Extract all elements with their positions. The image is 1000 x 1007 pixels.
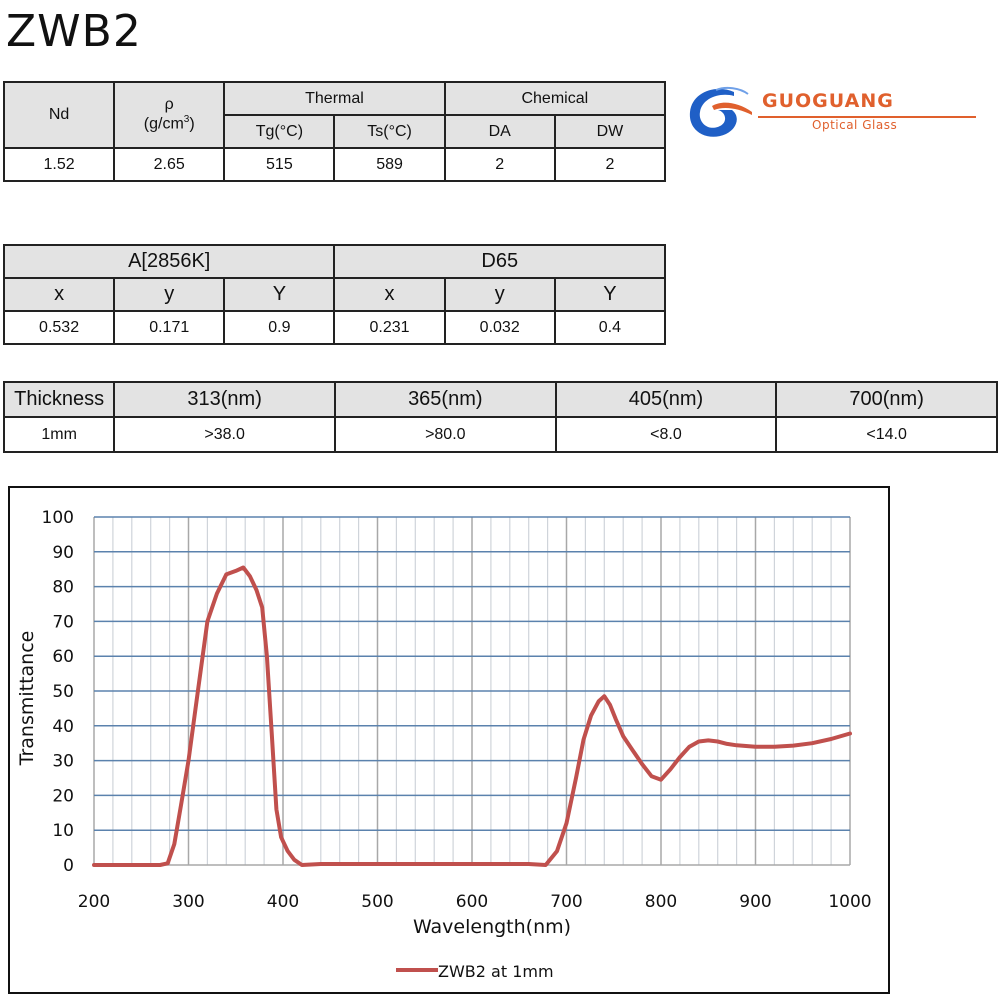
svg-text:600: 600 bbox=[456, 892, 488, 912]
y-axis-ticks: 0 10 20 30 40 50 60 70 80 90 100 bbox=[42, 508, 74, 876]
logo-swirl-icon bbox=[689, 86, 752, 137]
logo-brand: GUOGUANG bbox=[762, 90, 894, 112]
header-thermal: Thermal bbox=[223, 81, 446, 116]
svg-text:0: 0 bbox=[63, 856, 74, 876]
svg-text:500: 500 bbox=[361, 892, 393, 912]
header-thickness: Thickness bbox=[2, 381, 116, 418]
svg-text:700: 700 bbox=[550, 892, 582, 912]
value-rho: 2.65 bbox=[113, 147, 226, 182]
svg-text:70: 70 bbox=[52, 612, 74, 632]
header-da: DA bbox=[443, 114, 556, 149]
svg-text:50: 50 bbox=[52, 682, 74, 702]
rho-unit-sup: 3 bbox=[183, 114, 190, 126]
header-tg: Tg(°C) bbox=[223, 114, 336, 149]
x-axis-ticks: 200 300 400 500 600 700 800 900 1000 bbox=[78, 892, 872, 912]
properties-table: Nd ρ (g/cm3) Thermal Chemical Tg(°C) Ts(… bbox=[2, 81, 667, 182]
header-chemical: Chemical bbox=[443, 81, 667, 116]
value-d65-Y: 0.4 bbox=[553, 310, 667, 345]
guoguang-logo: GUOGUANG Optical Glass bbox=[686, 82, 986, 142]
value-tg: 515 bbox=[223, 147, 336, 182]
svg-text:900: 900 bbox=[739, 892, 771, 912]
svg-text:90: 90 bbox=[52, 543, 74, 563]
transmittance-chart bbox=[8, 486, 890, 994]
svg-text:800: 800 bbox=[645, 892, 677, 912]
header-365nm: 365(nm) bbox=[333, 381, 557, 418]
value-313nm: >38.0 bbox=[113, 416, 336, 453]
logo-subtitle: Optical Glass bbox=[812, 118, 898, 132]
svg-text:100: 100 bbox=[42, 508, 74, 528]
y-axis-label: Transmittance bbox=[16, 631, 38, 767]
header-a-x: x bbox=[2, 277, 116, 312]
header-rho-unit: (g/cm3) bbox=[115, 114, 223, 133]
header-nd: Nd bbox=[2, 81, 116, 149]
value-da: 2 bbox=[443, 147, 556, 182]
header-density: ρ (g/cm3) bbox=[113, 81, 226, 149]
header-ts: Ts(°C) bbox=[333, 114, 446, 149]
svg-text:200: 200 bbox=[78, 892, 110, 912]
value-a-x: 0.532 bbox=[2, 310, 116, 345]
svg-text:40: 40 bbox=[52, 717, 74, 737]
chart-grid bbox=[93, 516, 851, 866]
svg-text:20: 20 bbox=[52, 786, 74, 806]
header-dw: DW bbox=[553, 114, 667, 149]
svg-text:1000: 1000 bbox=[828, 892, 871, 912]
svg-text:30: 30 bbox=[52, 752, 74, 772]
value-dw: 2 bbox=[553, 147, 667, 182]
header-313nm: 313(nm) bbox=[113, 381, 336, 418]
header-405nm: 405(nm) bbox=[554, 381, 778, 418]
value-d65-y: 0.032 bbox=[443, 310, 556, 345]
series-line-zwb2 bbox=[92, 565, 852, 867]
value-thickness: 1mm bbox=[2, 416, 116, 453]
header-rho: ρ bbox=[164, 96, 174, 114]
svg-text:60: 60 bbox=[52, 647, 74, 667]
value-365nm: >80.0 bbox=[333, 416, 557, 453]
header-d65: D65 bbox=[333, 244, 666, 279]
header-a-y: y bbox=[113, 277, 226, 312]
value-405nm: <8.0 bbox=[554, 416, 778, 453]
header-d65-y: y bbox=[443, 277, 556, 312]
header-d65-x: x bbox=[333, 277, 446, 312]
transmittance-table: Thickness 313(nm) 365(nm) 405(nm) 700(nm… bbox=[2, 381, 998, 453]
header-d65-Y: Y bbox=[553, 277, 667, 312]
logo-divider bbox=[758, 116, 976, 118]
rho-unit-suffix: ) bbox=[189, 115, 195, 133]
header-a-Y: Y bbox=[223, 277, 336, 312]
value-700nm: <14.0 bbox=[775, 416, 998, 453]
value-a-y: 0.171 bbox=[113, 310, 226, 345]
header-a2856k: A[2856K] bbox=[2, 244, 336, 279]
header-700nm: 700(nm) bbox=[775, 381, 998, 418]
svg-text:10: 10 bbox=[52, 821, 74, 841]
x-axis-label: Wavelength(nm) bbox=[413, 916, 571, 938]
page-title: ZWB2 bbox=[6, 6, 142, 57]
svg-text:80: 80 bbox=[52, 578, 74, 598]
value-d65-x: 0.231 bbox=[333, 310, 446, 345]
color-table: A[2856K] D65 x y Y x y Y 0.532 0.171 0.9… bbox=[2, 244, 667, 345]
rho-unit-prefix: (g/cm bbox=[143, 115, 184, 133]
svg-text:400: 400 bbox=[267, 892, 299, 912]
legend-label: ZWB2 at 1mm bbox=[438, 962, 554, 981]
value-a-Y: 0.9 bbox=[223, 310, 336, 345]
value-nd: 1.52 bbox=[2, 147, 116, 182]
value-ts: 589 bbox=[333, 147, 446, 182]
svg-text:300: 300 bbox=[172, 892, 204, 912]
